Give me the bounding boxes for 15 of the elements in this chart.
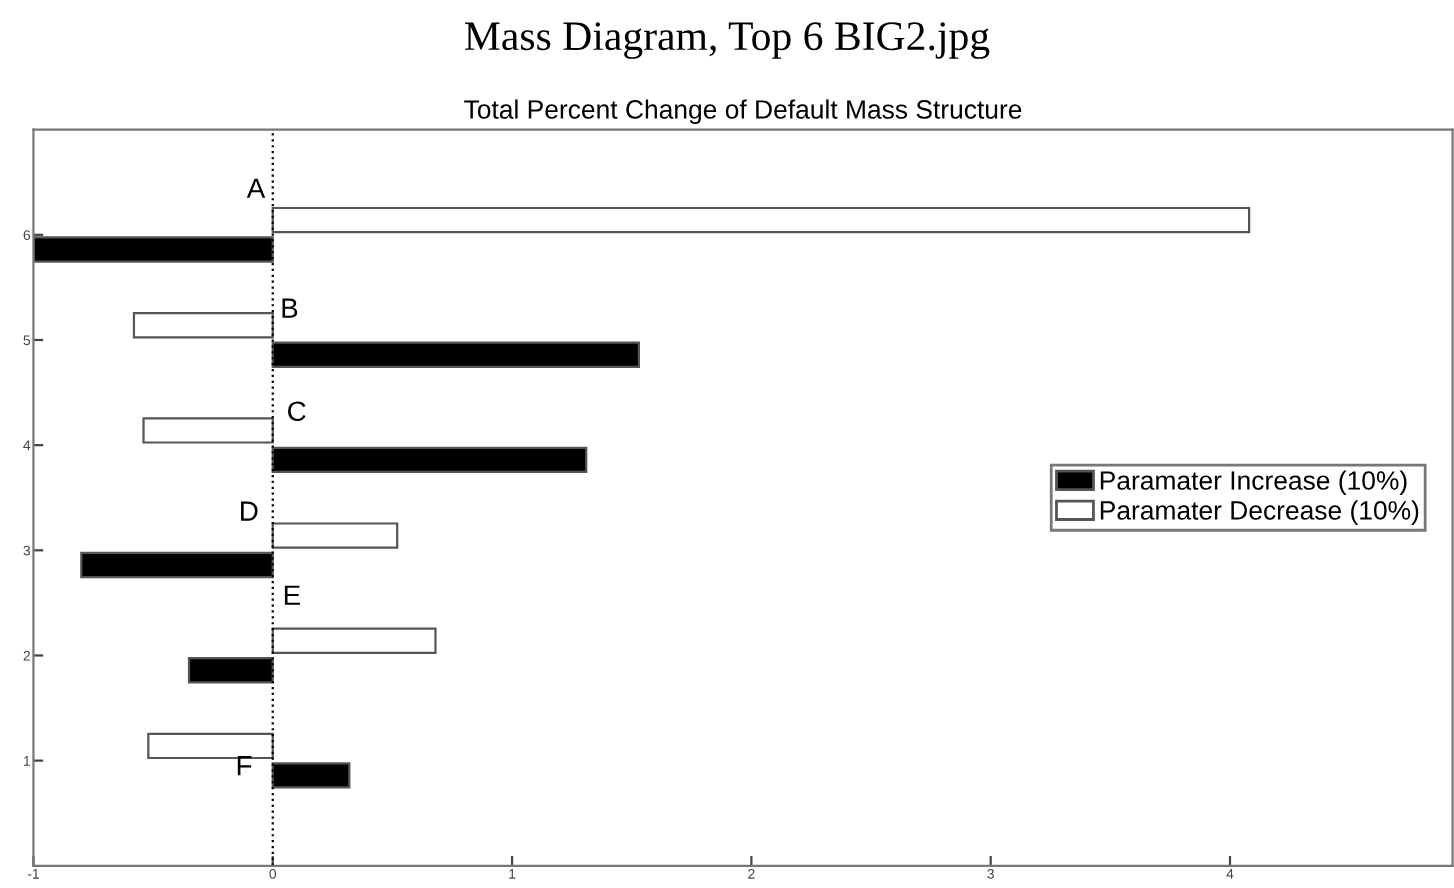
bar — [142, 417, 274, 444]
bar — [147, 732, 274, 760]
annotation: A — [246, 178, 266, 198]
bar — [271, 627, 437, 654]
chart-subtitle: Total Percent Change of Default Mass Structure — [464, 99, 1022, 125]
chart-title: Mass Diagram, Top 6 BIG2.jpg — [465, 22, 990, 59]
annotation: E — [284, 585, 300, 605]
annotation: B — [282, 298, 298, 318]
annotation: C — [288, 401, 306, 422]
bar — [271, 522, 399, 549]
annotation: F — [237, 756, 252, 776]
legend-label: Paramater Increase (10%) — [1100, 470, 1407, 496]
legend-label: Paramater Decrease (10%) — [1100, 500, 1419, 525]
annotation: D — [241, 501, 258, 521]
bar — [132, 312, 274, 339]
